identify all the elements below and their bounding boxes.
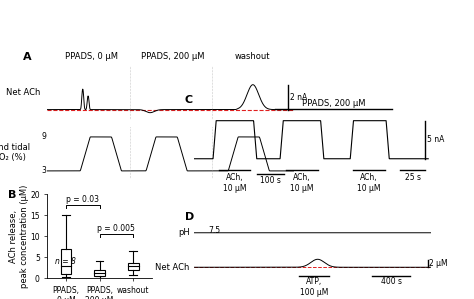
Text: B: B (8, 190, 16, 200)
Text: PPADS, 200 μM: PPADS, 200 μM (302, 99, 365, 108)
Text: 3: 3 (41, 167, 46, 176)
Text: n = 8: n = 8 (55, 257, 76, 266)
Text: C: C (185, 95, 193, 105)
Text: ACh,
10 μM: ACh, 10 μM (357, 173, 381, 193)
Text: 400 s: 400 s (381, 277, 401, 286)
Text: ACh,
10 μM: ACh, 10 μM (290, 173, 314, 193)
Text: PPADS, 0 μM: PPADS, 0 μM (65, 52, 118, 62)
Text: D: D (185, 212, 194, 222)
Text: 7.5: 7.5 (209, 226, 221, 235)
Text: Net ACh: Net ACh (155, 263, 190, 272)
Text: pH: pH (178, 228, 190, 237)
Text: 2 nA: 2 nA (290, 93, 307, 102)
Text: washout: washout (234, 52, 270, 62)
Text: ATP,
100 μM: ATP, 100 μM (300, 277, 328, 297)
Text: PPADS, 200 μM: PPADS, 200 μM (141, 52, 205, 62)
Text: 5 nA: 5 nA (427, 135, 444, 144)
Text: End tidal
CO₂ (%): End tidal CO₂ (%) (0, 143, 30, 162)
Text: 25 s: 25 s (405, 173, 420, 182)
Text: 2 μM: 2 μM (429, 259, 447, 268)
Text: p = 0.03: p = 0.03 (66, 195, 99, 204)
Text: 9: 9 (41, 132, 46, 141)
Text: ACh,
10 μM: ACh, 10 μM (223, 173, 246, 193)
Y-axis label: ACh release,
peak concentration (μM): ACh release, peak concentration (μM) (9, 184, 29, 288)
Bar (94, 270, 105, 276)
Text: A: A (23, 52, 31, 62)
Bar (61, 249, 71, 274)
Text: 100 s: 100 s (260, 176, 281, 185)
Text: p = 0.005: p = 0.005 (98, 224, 135, 233)
Text: Net ACh: Net ACh (6, 88, 40, 97)
Bar (128, 263, 138, 270)
